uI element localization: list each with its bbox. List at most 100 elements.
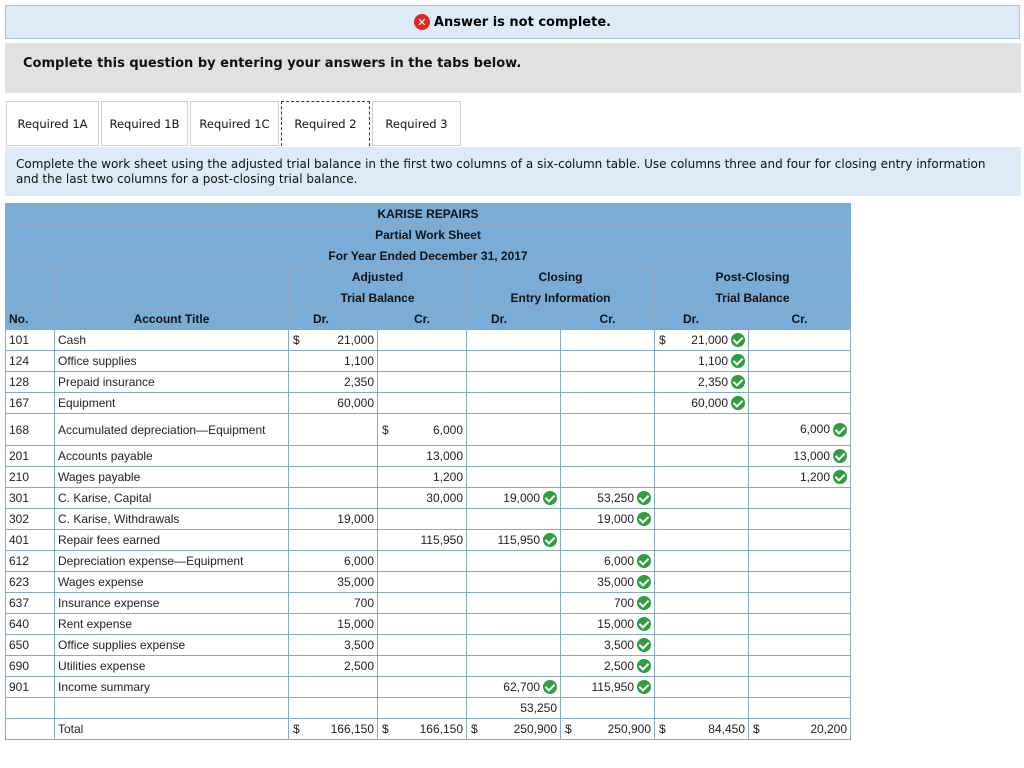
closing-cr-cell[interactable]: 53,250 <box>560 487 655 509</box>
adjusted-cr-cell[interactable] <box>377 550 467 572</box>
post-closing-cr-cell[interactable] <box>747 655 852 677</box>
post-closing-dr-cell[interactable] <box>654 571 749 593</box>
adjusted-dr-cell[interactable] <box>288 413 378 446</box>
closing-cr-cell[interactable]: 115,950 <box>560 676 655 698</box>
adjusted-cr-cell[interactable] <box>377 592 467 614</box>
post-closing-dr-cell[interactable] <box>654 634 749 656</box>
closing-dr-cell[interactable] <box>466 634 561 656</box>
closing-cr-cell[interactable]: 19,000 <box>560 508 655 530</box>
closing-cr-cell[interactable]: 700 <box>560 592 655 614</box>
post-closing-cr-cell[interactable] <box>747 697 852 719</box>
adjusted-dr-cell[interactable]: 35,000 <box>288 571 378 593</box>
adjusted-cr-cell[interactable] <box>377 655 467 677</box>
post-closing-cr-cell[interactable] <box>747 529 852 551</box>
post-closing-dr-cell[interactable] <box>654 613 749 635</box>
post-closing-dr-cell[interactable] <box>654 550 749 572</box>
closing-dr-cell[interactable] <box>466 508 561 530</box>
closing-dr-cell[interactable]: 62,700 <box>466 676 561 698</box>
post-closing-dr-cell[interactable] <box>654 529 749 551</box>
closing-cr-cell[interactable] <box>560 392 655 414</box>
post-closing-cr-cell[interactable] <box>747 676 852 698</box>
adjusted-cr-cell[interactable] <box>377 350 467 372</box>
closing-dr-cell[interactable] <box>466 392 561 414</box>
post-closing-dr-cell[interactable] <box>654 445 749 467</box>
closing-cr-cell[interactable] <box>560 697 655 719</box>
post-closing-cr-cell[interactable] <box>747 613 852 635</box>
tab-required-1b[interactable]: Required 1B <box>101 101 188 146</box>
adjusted-dr-cell[interactable] <box>288 697 378 719</box>
adjusted-cr-cell[interactable]: 30,000 <box>377 487 467 509</box>
adjusted-cr-cell[interactable] <box>377 634 467 656</box>
adjusted-cr-cell[interactable] <box>377 571 467 593</box>
tab-required-1a[interactable]: Required 1A <box>6 101 99 146</box>
closing-dr-cell[interactable] <box>466 613 561 635</box>
closing-dr-cell[interactable] <box>466 655 561 677</box>
post-closing-cr-cell[interactable] <box>747 634 852 656</box>
post-closing-dr-cell[interactable]: 60,000 <box>654 392 749 414</box>
post-closing-cr-cell[interactable] <box>747 350 852 372</box>
post-closing-cr-cell[interactable] <box>747 487 852 509</box>
closing-cr-cell[interactable] <box>560 350 655 372</box>
adjusted-dr-cell[interactable] <box>288 676 378 698</box>
post-closing-dr-cell[interactable] <box>654 676 749 698</box>
adjusted-cr-cell[interactable] <box>377 676 467 698</box>
closing-cr-cell[interactable]: 3,500 <box>560 634 655 656</box>
tab-required-2[interactable]: Required 2 <box>281 101 370 146</box>
post-closing-dr-cell[interactable] <box>654 508 749 530</box>
adjusted-cr-cell[interactable]: 1,200 <box>377 466 467 488</box>
adjusted-dr-cell[interactable]: 700 <box>288 592 378 614</box>
closing-dr-cell[interactable] <box>466 329 561 351</box>
post-closing-cr-cell[interactable] <box>747 329 852 351</box>
closing-cr-cell[interactable] <box>560 445 655 467</box>
tab-required-3[interactable]: Required 3 <box>372 101 461 146</box>
closing-dr-cell[interactable]: 19,000 <box>466 487 561 509</box>
post-closing-cr-cell[interactable]: 1,200 <box>747 466 852 488</box>
post-closing-dr-cell[interactable]: 1,100 <box>654 350 749 372</box>
adjusted-cr-cell[interactable]: 115,950 <box>377 529 467 551</box>
adjusted-cr-cell[interactable] <box>377 508 467 530</box>
post-closing-dr-cell[interactable]: $21,000 <box>654 329 749 351</box>
closing-dr-cell[interactable] <box>466 466 561 488</box>
closing-dr-cell[interactable] <box>466 550 561 572</box>
post-closing-cr-cell[interactable] <box>747 508 852 530</box>
adjusted-cr-cell[interactable] <box>377 371 467 393</box>
closing-cr-cell[interactable] <box>560 466 655 488</box>
post-closing-dr-cell[interactable] <box>654 655 749 677</box>
post-closing-dr-cell[interactable] <box>654 413 749 446</box>
closing-dr-cell[interactable]: 115,950 <box>466 529 561 551</box>
post-closing-cr-cell[interactable] <box>747 571 852 593</box>
closing-dr-cell[interactable]: 53,250 <box>466 697 561 719</box>
post-closing-dr-cell[interactable] <box>654 466 749 488</box>
adjusted-dr-cell[interactable]: 2,350 <box>288 371 378 393</box>
post-closing-cr-cell[interactable] <box>747 592 852 614</box>
post-closing-cr-cell[interactable]: 6,000 <box>747 413 852 446</box>
post-closing-dr-cell[interactable] <box>654 592 749 614</box>
adjusted-dr-cell[interactable] <box>288 445 378 467</box>
adjusted-dr-cell[interactable]: 2,500 <box>288 655 378 677</box>
post-closing-cr-cell[interactable] <box>747 371 852 393</box>
adjusted-dr-cell[interactable]: 19,000 <box>288 508 378 530</box>
adjusted-dr-cell[interactable] <box>288 529 378 551</box>
closing-dr-cell[interactable] <box>466 592 561 614</box>
adjusted-cr-cell[interactable]: 13,000 <box>377 445 467 467</box>
adjusted-dr-cell[interactable]: $21,000 <box>288 329 378 351</box>
closing-cr-cell[interactable] <box>560 529 655 551</box>
closing-dr-cell[interactable] <box>466 571 561 593</box>
closing-dr-cell[interactable] <box>466 350 561 372</box>
post-closing-dr-cell[interactable] <box>654 487 749 509</box>
post-closing-cr-cell[interactable]: 13,000 <box>747 445 852 467</box>
adjusted-dr-cell[interactable]: 15,000 <box>288 613 378 635</box>
closing-cr-cell[interactable] <box>560 371 655 393</box>
adjusted-cr-cell[interactable] <box>377 329 467 351</box>
adjusted-cr-cell[interactable] <box>377 392 467 414</box>
adjusted-dr-cell[interactable] <box>288 466 378 488</box>
closing-cr-cell[interactable]: 15,000 <box>560 613 655 635</box>
adjusted-cr-cell[interactable] <box>377 613 467 635</box>
post-closing-dr-cell[interactable] <box>654 697 749 719</box>
closing-cr-cell[interactable]: 2,500 <box>560 655 655 677</box>
adjusted-dr-cell[interactable]: 1,100 <box>288 350 378 372</box>
adjusted-dr-cell[interactable]: 3,500 <box>288 634 378 656</box>
adjusted-cr-cell[interactable]: $6,000 <box>377 413 467 446</box>
adjusted-dr-cell[interactable]: 60,000 <box>288 392 378 414</box>
post-closing-cr-cell[interactable] <box>747 550 852 572</box>
